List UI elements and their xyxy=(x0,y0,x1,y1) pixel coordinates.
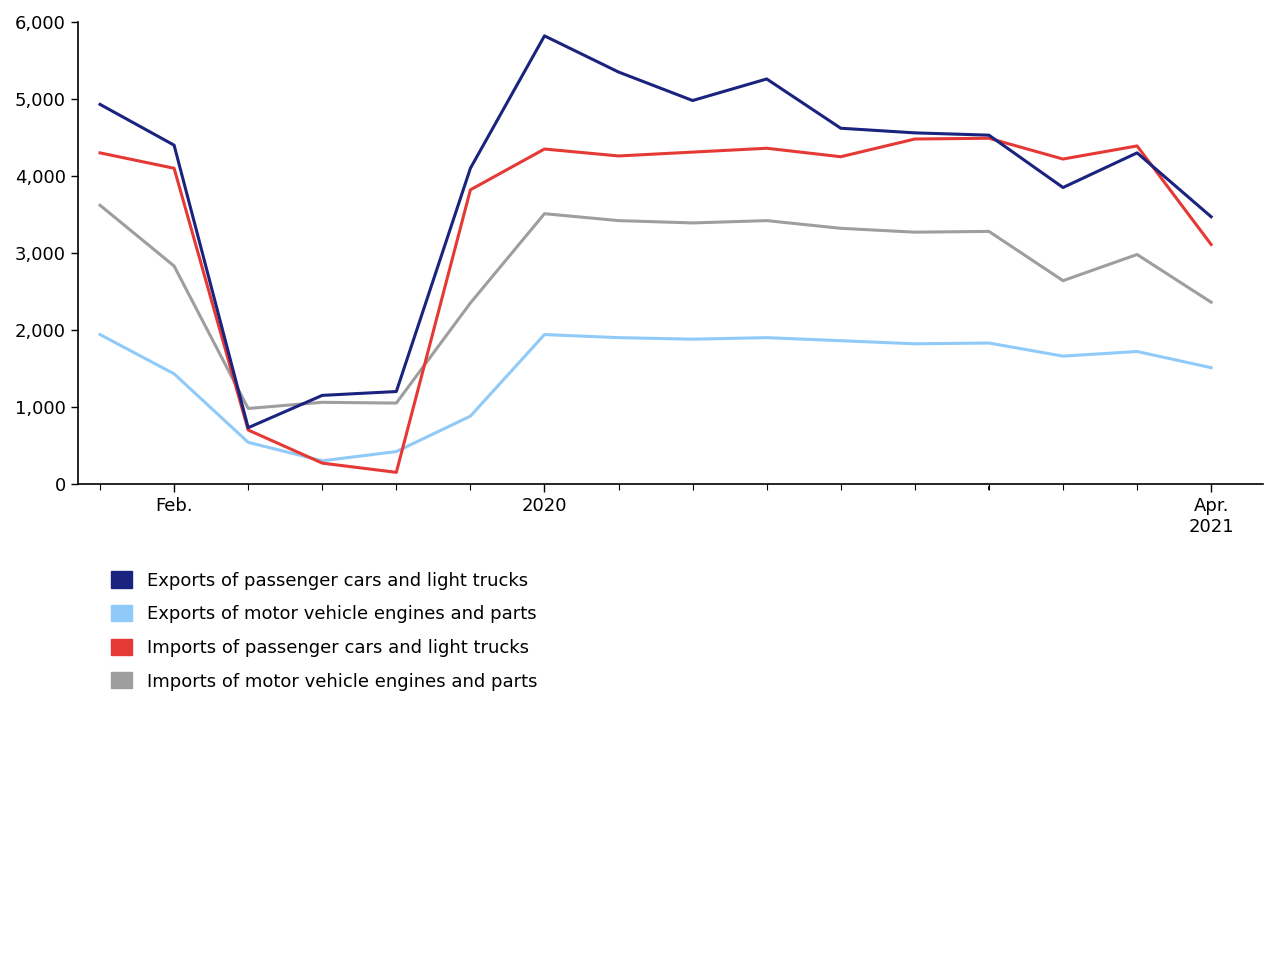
Exports of passenger cars and light trucks xyxy=(537,30,552,42)
Exports of passenger cars and light trucks xyxy=(166,139,181,151)
Exports of passenger cars and light trucks xyxy=(907,128,923,139)
Imports of motor vehicle engines and parts xyxy=(759,214,774,226)
Imports of motor vehicle engines and parts xyxy=(166,260,181,271)
Exports of passenger cars and light trucks xyxy=(1204,211,1219,222)
Exports of passenger cars and light trucks xyxy=(1130,147,1145,158)
Imports of passenger cars and light trucks xyxy=(833,151,849,162)
Exports of motor vehicle engines and parts xyxy=(907,338,923,350)
Exports of motor vehicle engines and parts xyxy=(389,445,404,457)
Imports of passenger cars and light trucks xyxy=(1130,140,1145,152)
Imports of motor vehicle engines and parts xyxy=(389,397,404,409)
Exports of motor vehicle engines and parts xyxy=(92,328,107,340)
Exports of motor vehicle engines and parts xyxy=(685,333,700,345)
Exports of motor vehicle engines and parts xyxy=(240,437,256,448)
Exports of motor vehicle engines and parts xyxy=(463,411,478,422)
Exports of passenger cars and light trucks xyxy=(389,385,404,397)
Legend: Exports of passenger cars and light trucks, Exports of motor vehicle engines and: Exports of passenger cars and light truc… xyxy=(110,572,537,691)
Exports of motor vehicle engines and parts xyxy=(1204,362,1219,374)
Imports of motor vehicle engines and parts xyxy=(240,403,256,414)
Imports of passenger cars and light trucks xyxy=(166,162,181,174)
Imports of passenger cars and light trucks xyxy=(685,146,700,157)
Exports of motor vehicle engines and parts xyxy=(759,332,774,344)
Imports of motor vehicle engines and parts xyxy=(685,217,700,229)
Imports of passenger cars and light trucks xyxy=(314,457,330,469)
Imports of passenger cars and light trucks xyxy=(759,142,774,154)
Imports of motor vehicle engines and parts xyxy=(1204,297,1219,308)
Imports of passenger cars and light trucks xyxy=(907,133,923,145)
Imports of motor vehicle engines and parts xyxy=(92,199,107,211)
Imports of motor vehicle engines and parts xyxy=(907,226,923,238)
Imports of passenger cars and light trucks xyxy=(537,143,552,155)
Exports of passenger cars and light trucks xyxy=(240,422,256,434)
Imports of motor vehicle engines and parts xyxy=(1130,248,1145,260)
Exports of motor vehicle engines and parts xyxy=(1056,351,1071,362)
Exports of motor vehicle engines and parts xyxy=(166,368,181,380)
Imports of passenger cars and light trucks xyxy=(982,132,997,144)
Exports of passenger cars and light trucks xyxy=(833,123,849,134)
Exports of passenger cars and light trucks xyxy=(685,95,700,106)
Imports of passenger cars and light trucks xyxy=(240,424,256,436)
Imports of passenger cars and light trucks xyxy=(1056,154,1071,165)
Imports of passenger cars and light trucks xyxy=(1204,239,1219,250)
Imports of motor vehicle engines and parts xyxy=(537,208,552,219)
Line: Imports of motor vehicle engines and parts: Imports of motor vehicle engines and par… xyxy=(100,205,1212,409)
Exports of motor vehicle engines and parts xyxy=(611,332,626,344)
Exports of passenger cars and light trucks xyxy=(92,99,107,110)
Exports of passenger cars and light trucks xyxy=(759,73,774,85)
Exports of passenger cars and light trucks xyxy=(463,162,478,174)
Exports of motor vehicle engines and parts xyxy=(833,335,849,347)
Line: Exports of passenger cars and light trucks: Exports of passenger cars and light truc… xyxy=(100,36,1212,428)
Exports of motor vehicle engines and parts xyxy=(982,337,997,349)
Imports of passenger cars and light trucks xyxy=(611,150,626,161)
Exports of passenger cars and light trucks xyxy=(314,389,330,401)
Imports of motor vehicle engines and parts xyxy=(463,298,478,309)
Imports of motor vehicle engines and parts xyxy=(611,214,626,226)
Exports of passenger cars and light trucks xyxy=(982,129,997,141)
Imports of passenger cars and light trucks xyxy=(92,147,107,158)
Line: Exports of motor vehicle engines and parts: Exports of motor vehicle engines and par… xyxy=(100,334,1212,461)
Imports of passenger cars and light trucks xyxy=(389,467,404,478)
Exports of motor vehicle engines and parts xyxy=(1130,346,1145,357)
Imports of motor vehicle engines and parts xyxy=(314,396,330,408)
Exports of passenger cars and light trucks xyxy=(1056,182,1071,193)
Imports of motor vehicle engines and parts xyxy=(833,222,849,234)
Imports of motor vehicle engines and parts xyxy=(982,226,997,238)
Imports of passenger cars and light trucks xyxy=(463,185,478,196)
Exports of passenger cars and light trucks xyxy=(611,67,626,78)
Imports of motor vehicle engines and parts xyxy=(1056,275,1071,287)
Exports of motor vehicle engines and parts xyxy=(314,455,330,467)
Line: Imports of passenger cars and light trucks: Imports of passenger cars and light truc… xyxy=(100,138,1212,472)
Exports of motor vehicle engines and parts xyxy=(537,328,552,340)
